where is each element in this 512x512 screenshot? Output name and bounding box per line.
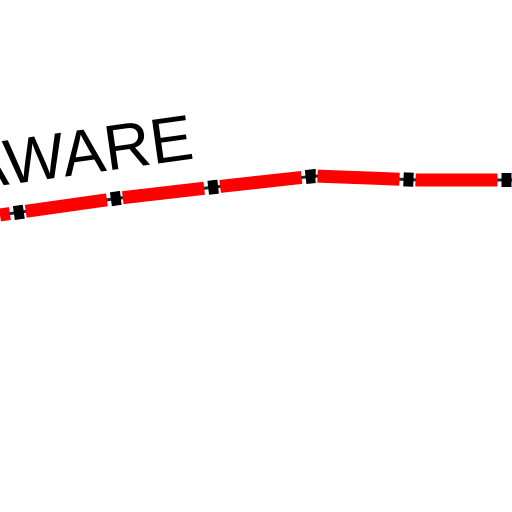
boundary-line <box>0 168 512 222</box>
boundary-dashes <box>0 169 512 222</box>
